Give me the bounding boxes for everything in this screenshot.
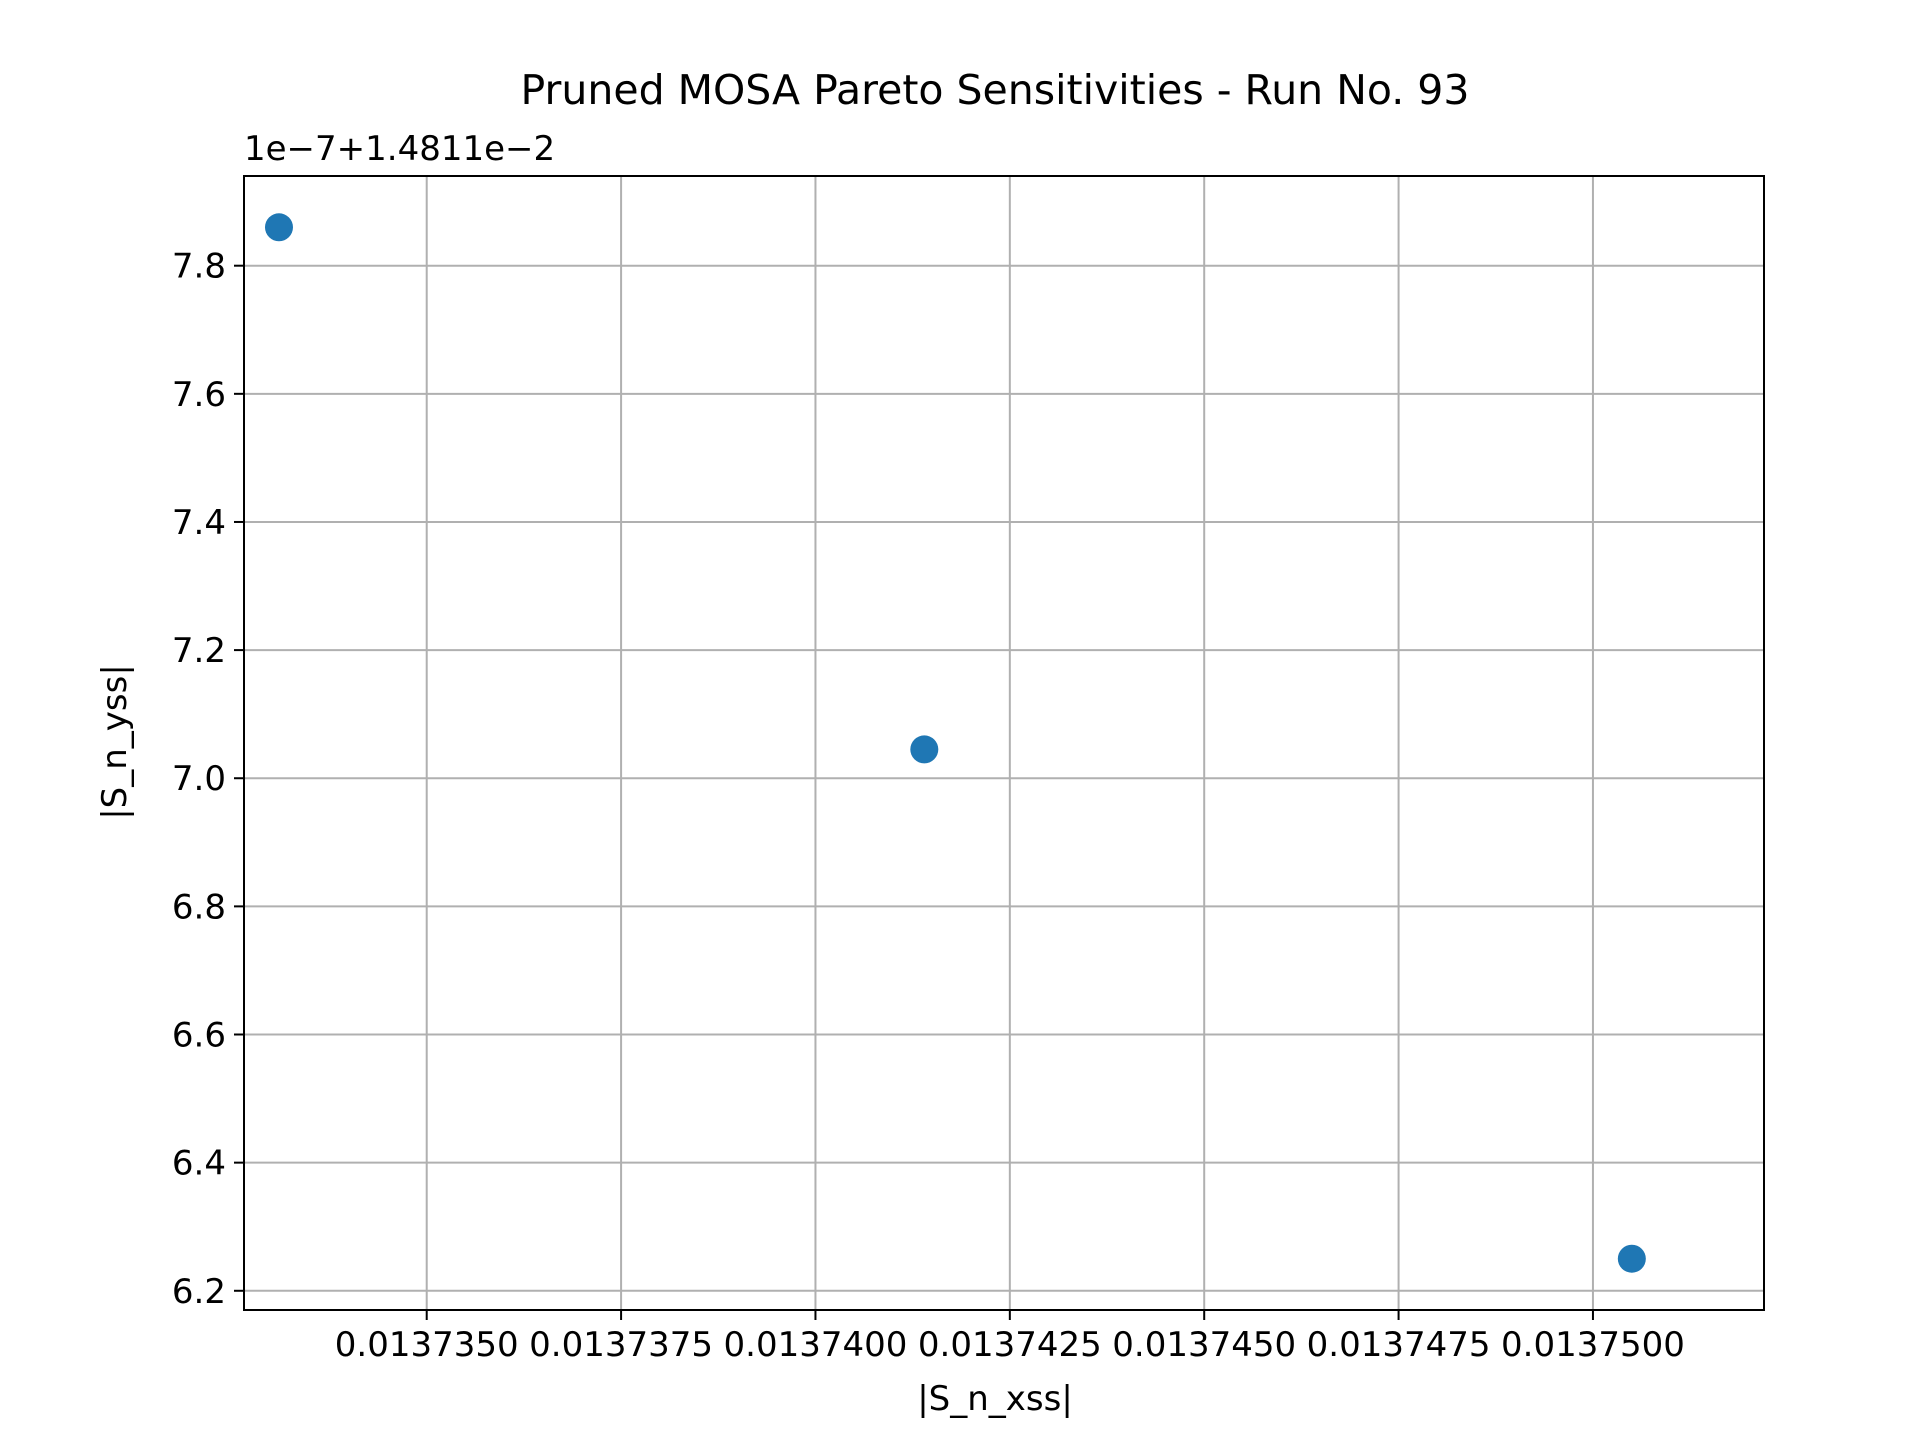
x-tick-label: 0.0137375: [529, 1325, 713, 1365]
y-tick-label: 7.4: [172, 503, 226, 543]
x-tick-label: 0.0137475: [1307, 1325, 1491, 1365]
x-axis-ticks: 0.0137350 0.0137375 0.0137400 0.0137425 0.01…: [335, 1310, 1685, 1365]
y-tick-label: 7.2: [172, 631, 226, 671]
x-tick-label: 0.0137425: [918, 1325, 1102, 1365]
y-axis-offset-text: 1e−7+1.4811e−2: [244, 129, 555, 169]
y-axis-label: |S_n_yss|: [95, 664, 135, 820]
y-tick-label: 6.8: [172, 887, 226, 927]
y-tick-label: 7.8: [172, 247, 226, 287]
data-point: [264, 213, 293, 242]
data-point: [910, 735, 939, 764]
chart-title: Pruned MOSA Pareto Sensitivities - Run N…: [521, 66, 1470, 114]
x-axis-label: |S_n_xss|: [917, 1379, 1073, 1419]
x-tick-label: 0.0137400: [724, 1325, 908, 1365]
y-axis-ticks: 6.2 6.4 6.6 6.8 7.0 7.2 7.4 7.6 7.8: [172, 247, 244, 1312]
plot-area-frame: [243, 175, 1765, 1311]
y-tick-label: 6.6: [172, 1016, 226, 1056]
data-point: [1617, 1244, 1646, 1273]
x-tick-label: 0.0137500: [1501, 1325, 1685, 1365]
y-tick-label: 6.2: [172, 1272, 226, 1312]
x-tick-label: 0.0137350: [335, 1325, 519, 1365]
y-tick-label: 6.4: [172, 1144, 226, 1184]
x-tick-label: 0.0137450: [1112, 1325, 1296, 1365]
y-tick-label: 7.6: [172, 375, 226, 415]
grid-lines: [244, 176, 1764, 1310]
y-tick-label: 7.0: [172, 759, 226, 799]
data-points: [264, 213, 1646, 1273]
